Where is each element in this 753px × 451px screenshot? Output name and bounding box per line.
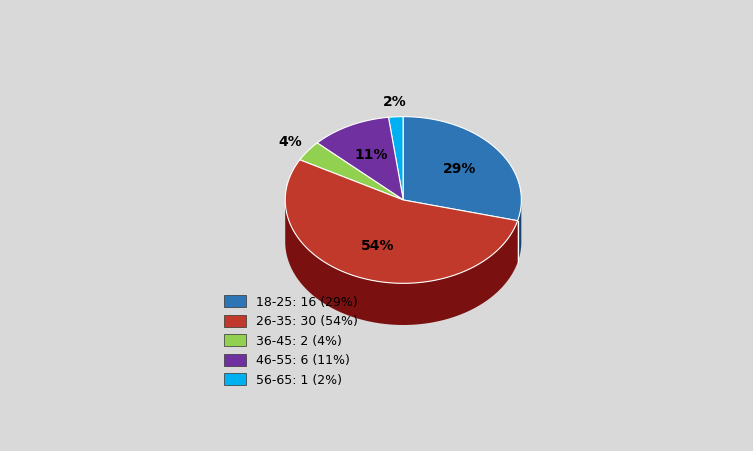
Text: 11%: 11% [355,148,388,162]
Polygon shape [285,160,517,283]
Polygon shape [389,117,404,200]
Text: 4%: 4% [279,135,303,149]
Polygon shape [317,117,404,200]
Legend: 18-25: 16 (29%), 26-35: 30 (54%), 36-45: 2 (4%), 46-55: 6 (11%), 56-65: 1 (2%): 18-25: 16 (29%), 26-35: 30 (54%), 36-45:… [218,290,363,391]
Polygon shape [404,117,521,221]
Polygon shape [300,143,404,200]
Text: 29%: 29% [443,162,476,176]
Text: 54%: 54% [361,239,394,253]
Text: 2%: 2% [383,95,407,109]
Polygon shape [517,201,521,262]
Polygon shape [285,201,517,325]
